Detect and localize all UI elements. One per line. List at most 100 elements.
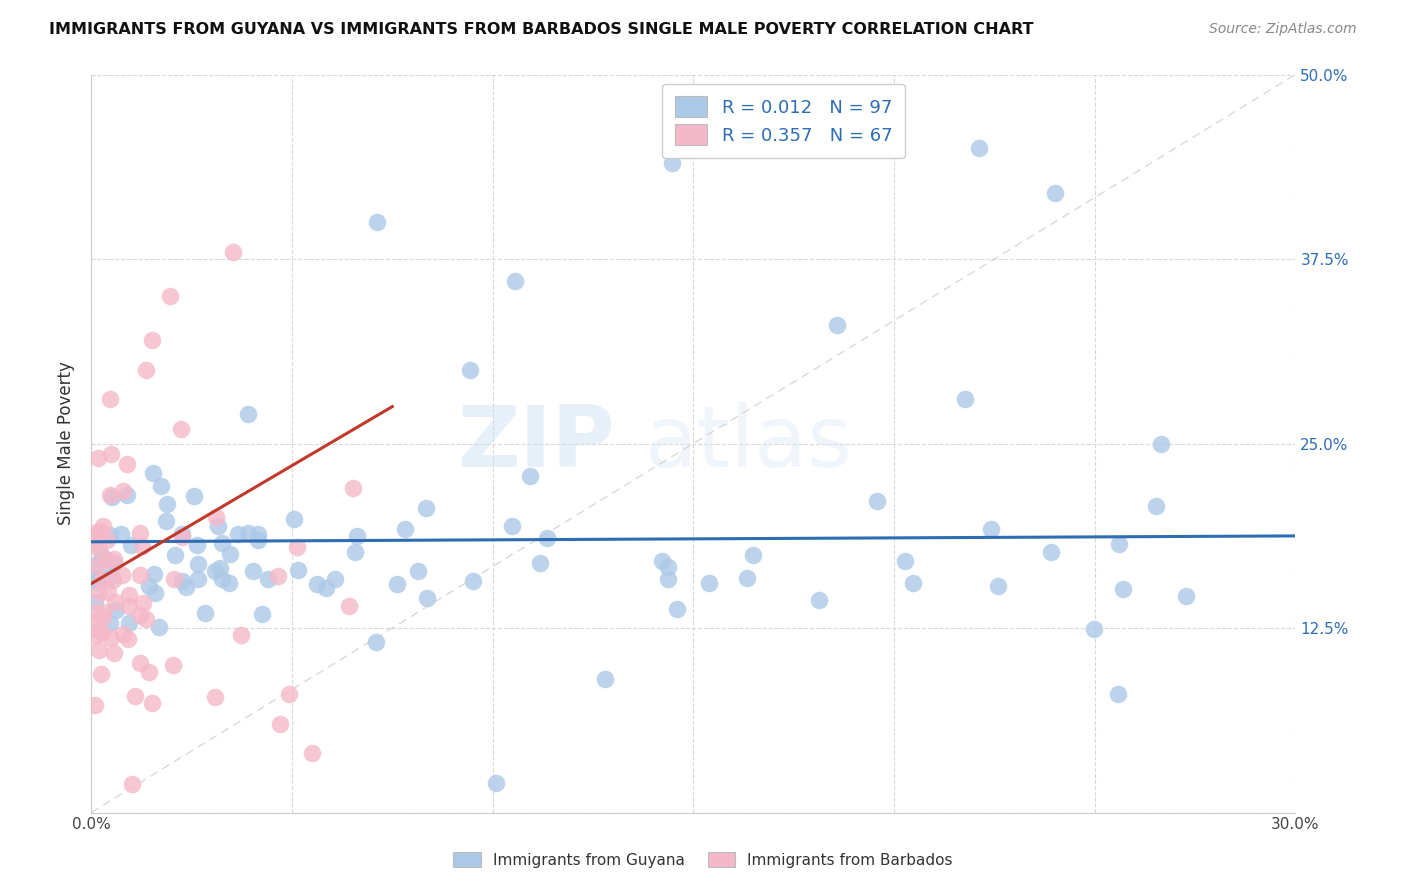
Legend: R = 0.012   N = 97, R = 0.357   N = 67: R = 0.012 N = 97, R = 0.357 N = 67: [662, 84, 905, 158]
Point: [118, 588, 141, 602]
Point: [172, 574, 194, 589]
Point: [142, 466, 165, 480]
Point: [97, 585, 120, 599]
Point: [90, 667, 112, 681]
Point: [211, 536, 233, 550]
Point: [269, 717, 291, 731]
Point: [131, 539, 153, 553]
Point: [415, 500, 437, 515]
Point: [246, 526, 269, 541]
Point: [121, 777, 143, 791]
Point: [267, 569, 290, 583]
Point: [117, 632, 139, 646]
Legend: Immigrants from Guyana, Immigrants from Barbados: Immigrants from Guyana, Immigrants from …: [446, 844, 960, 875]
Point: [84, 605, 107, 619]
Point: [89, 586, 111, 600]
Point: [87, 542, 110, 557]
Point: [238, 525, 260, 540]
Point: [315, 581, 337, 595]
Point: [657, 559, 679, 574]
Point: [460, 362, 482, 376]
Point: [987, 579, 1010, 593]
Y-axis label: Single Male Poverty: Single Male Poverty: [58, 361, 75, 525]
Point: [148, 620, 170, 634]
Point: [141, 333, 163, 347]
Point: [222, 244, 245, 259]
Point: [84, 698, 107, 712]
Point: [162, 657, 184, 672]
Point: [593, 672, 616, 686]
Point: [170, 422, 193, 436]
Point: [366, 215, 388, 229]
Point: [128, 657, 150, 671]
Point: [84, 529, 107, 543]
Point: [211, 572, 233, 586]
Point: [170, 530, 193, 544]
Point: [186, 572, 208, 586]
Point: [246, 533, 269, 547]
Point: [165, 548, 187, 562]
Point: [141, 696, 163, 710]
Point: [170, 527, 193, 541]
Point: [301, 747, 323, 761]
Point: [98, 488, 121, 502]
Point: [519, 469, 541, 483]
Point: [697, 575, 720, 590]
Point: [100, 569, 122, 583]
Point: [742, 548, 765, 562]
Point: [84, 614, 107, 628]
Point: [187, 557, 209, 571]
Point: [115, 457, 138, 471]
Point: [91, 574, 114, 589]
Point: [128, 607, 150, 622]
Point: [155, 514, 177, 528]
Point: [98, 392, 121, 407]
Point: [385, 577, 408, 591]
Point: [129, 525, 152, 540]
Point: [103, 556, 125, 570]
Point: [186, 538, 208, 552]
Point: [1150, 436, 1173, 450]
Point: [131, 596, 153, 610]
Point: [953, 392, 976, 407]
Point: [207, 519, 229, 533]
Point: [415, 591, 437, 605]
Point: [111, 626, 134, 640]
Point: [256, 572, 278, 586]
Point: [252, 607, 274, 621]
Point: [666, 602, 689, 616]
Point: [1040, 545, 1063, 559]
Point: [93, 610, 115, 624]
Point: [807, 593, 830, 607]
Point: [96, 553, 118, 567]
Point: [87, 451, 110, 466]
Point: [115, 488, 138, 502]
Point: [104, 595, 127, 609]
Point: [86, 524, 108, 539]
Point: [283, 512, 305, 526]
Point: [980, 522, 1002, 536]
Point: [103, 552, 125, 566]
Point: [135, 612, 157, 626]
Point: [149, 479, 172, 493]
Point: [657, 572, 679, 586]
Point: [84, 536, 107, 550]
Point: [1108, 536, 1130, 550]
Point: [463, 574, 485, 588]
Point: [110, 526, 132, 541]
Text: ZIP: ZIP: [457, 402, 614, 485]
Point: [344, 544, 367, 558]
Point: [100, 490, 122, 504]
Point: [651, 554, 673, 568]
Point: [89, 643, 111, 657]
Point: [277, 688, 299, 702]
Point: [204, 690, 226, 704]
Point: [825, 318, 848, 333]
Point: [661, 156, 683, 170]
Point: [91, 605, 114, 619]
Point: [209, 561, 232, 575]
Text: Source: ZipAtlas.com: Source: ZipAtlas.com: [1209, 22, 1357, 37]
Point: [346, 529, 368, 543]
Point: [364, 635, 387, 649]
Point: [84, 571, 107, 585]
